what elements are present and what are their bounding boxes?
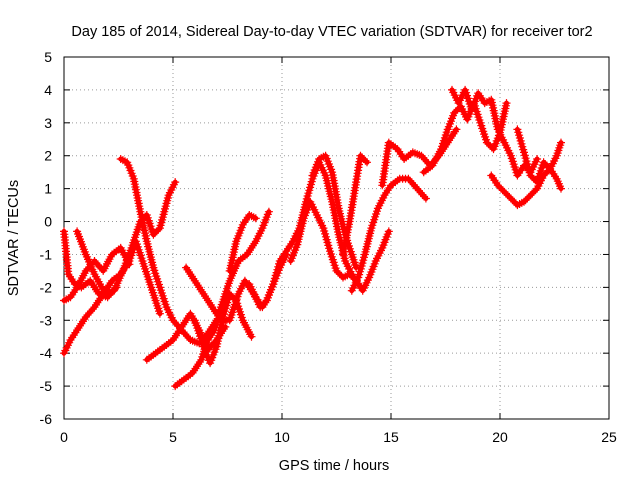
- series-markers: [513, 125, 565, 193]
- series-trace-17: [419, 99, 511, 177]
- y-tick-label: -1: [40, 246, 53, 262]
- y-tick-label: -5: [40, 378, 53, 394]
- y-tick-label: 3: [44, 115, 52, 131]
- series-markers: [347, 174, 430, 295]
- series-markers: [286, 197, 393, 295]
- series-trace-12: [286, 197, 393, 295]
- series-trace-1: [60, 237, 164, 358]
- series-trace-15: [347, 174, 430, 295]
- series-trace-7: [171, 207, 273, 391]
- series-markers: [339, 151, 371, 259]
- series-markers: [190, 289, 256, 368]
- y-tick-label: 1: [44, 181, 52, 197]
- x-tick-label: 5: [169, 429, 177, 445]
- x-tick-labels: 0 5 10 15 20 25: [60, 429, 617, 445]
- series-markers: [225, 211, 260, 275]
- y-axis-label: SDTVAR / TECUs: [6, 180, 22, 296]
- y-tick-label: -4: [40, 345, 53, 361]
- series-trace-9: [190, 289, 256, 368]
- y-tick-label: -2: [40, 279, 53, 295]
- x-tick-label: 0: [60, 429, 68, 445]
- series-markers: [60, 243, 134, 305]
- y-tick-label: 2: [44, 148, 52, 164]
- series-markers: [171, 207, 273, 391]
- series-trace-4: [73, 178, 180, 298]
- x-tick-label: 25: [601, 429, 617, 445]
- x-tick-label: 15: [383, 429, 399, 445]
- y-tick-label: 0: [44, 214, 52, 230]
- series-trace: [74, 179, 178, 297]
- data-series: [60, 85, 565, 391]
- series-markers: [419, 99, 511, 177]
- y-tick-labels: 5 4 3 2 1 0 -1 -2 -3 -4 -5 -6: [40, 49, 53, 427]
- y-tick-label: 5: [44, 49, 52, 65]
- series-trace-14: [339, 151, 371, 259]
- x-tick-label: 20: [492, 429, 508, 445]
- x-tick-label: 10: [274, 429, 290, 445]
- y-tick-label: 4: [44, 82, 52, 98]
- series-trace-10: [225, 211, 260, 275]
- y-tick-label: -6: [40, 411, 53, 427]
- series-trace-3: [60, 243, 134, 305]
- x-axis-label: GPS time / hours: [279, 458, 389, 474]
- y-tick-label: -3: [40, 312, 53, 328]
- chart-title: Day 185 of 2014, Sidereal Day-to-day VTE…: [71, 24, 592, 40]
- series-trace-20: [513, 125, 565, 193]
